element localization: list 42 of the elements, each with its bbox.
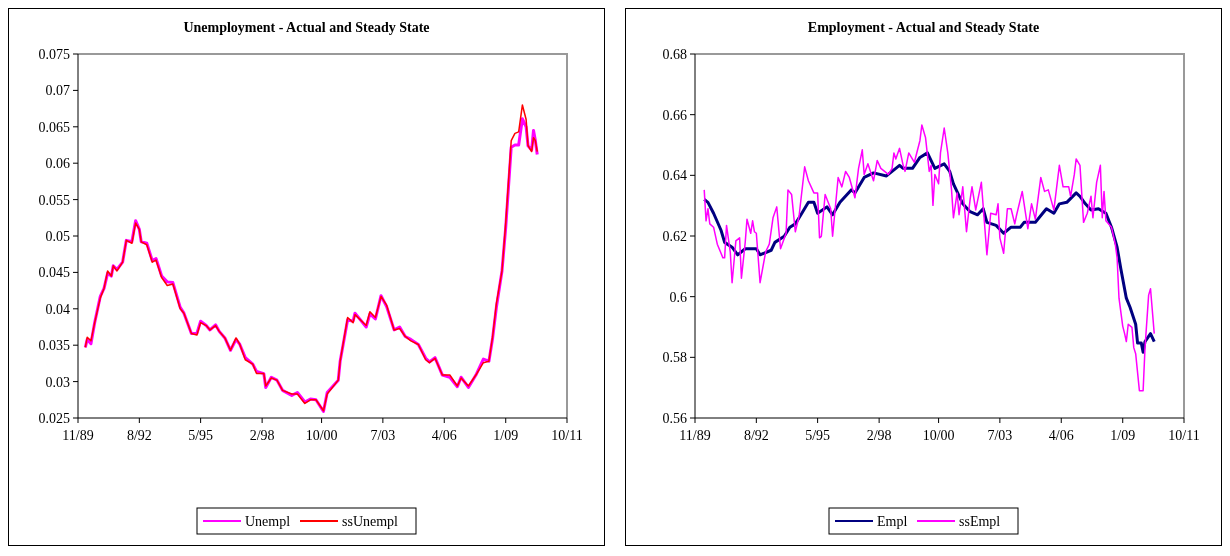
y-tick-label: 0.56 bbox=[662, 410, 687, 426]
x-tick-label: 4/06 bbox=[1048, 428, 1074, 443]
y-tick-label: 0.065 bbox=[38, 119, 70, 135]
y-tick-label: 0.04 bbox=[45, 301, 70, 317]
legend-label: Unempl bbox=[245, 513, 291, 529]
x-tick-label: 8/92 bbox=[126, 428, 152, 443]
legend-label: ssUnempl bbox=[342, 513, 399, 529]
x-tick-label: 10/11 bbox=[1168, 428, 1200, 443]
x-tick-label: 10/11 bbox=[551, 428, 583, 443]
y-tick-label: 0.64 bbox=[662, 168, 687, 184]
y-tick-label: 0.045 bbox=[38, 265, 70, 281]
x-tick-label: 10/00 bbox=[922, 428, 955, 443]
x-tick-label: 2/98 bbox=[249, 428, 275, 443]
x-tick-label: 7/03 bbox=[370, 428, 396, 443]
y-tick-label: 0.075 bbox=[38, 46, 70, 62]
y-tick-label: 0.025 bbox=[38, 410, 70, 426]
y-tick-label: 0.62 bbox=[662, 228, 687, 244]
y-tick-label: 0.58 bbox=[662, 350, 687, 366]
y-tick-label: 0.66 bbox=[662, 107, 687, 123]
y-tick-label: 0.68 bbox=[662, 46, 687, 62]
y-tick-label: 0.6 bbox=[669, 289, 687, 305]
x-tick-label: 5/95 bbox=[805, 428, 831, 443]
x-tick-label: 1/09 bbox=[1110, 428, 1136, 443]
x-tick-label: 11/89 bbox=[679, 428, 711, 443]
y-tick-label: 0.035 bbox=[38, 338, 70, 354]
x-tick-label: 5/95 bbox=[188, 428, 214, 443]
y-tick-label: 0.06 bbox=[45, 156, 70, 172]
y-tick-label: 0.03 bbox=[45, 374, 70, 390]
x-tick-label: 7/03 bbox=[987, 428, 1013, 443]
x-tick-label: 11/89 bbox=[62, 428, 94, 443]
y-tick-label: 0.07 bbox=[45, 83, 70, 99]
x-tick-label: 8/92 bbox=[743, 428, 769, 443]
x-tick-label: 4/06 bbox=[431, 428, 457, 443]
x-tick-label: 2/98 bbox=[866, 428, 892, 443]
y-tick-label: 0.055 bbox=[38, 192, 70, 208]
x-tick-label: 10/00 bbox=[305, 428, 338, 443]
legend-label: ssEmpl bbox=[959, 513, 1001, 529]
legend-label: Empl bbox=[877, 513, 908, 529]
chart-title: Employment - Actual and Steady State bbox=[807, 20, 1040, 35]
y-tick-label: 0.05 bbox=[45, 228, 70, 244]
chart-title: Unemployment - Actual and Steady State bbox=[183, 20, 430, 35]
x-tick-label: 1/09 bbox=[493, 428, 519, 443]
